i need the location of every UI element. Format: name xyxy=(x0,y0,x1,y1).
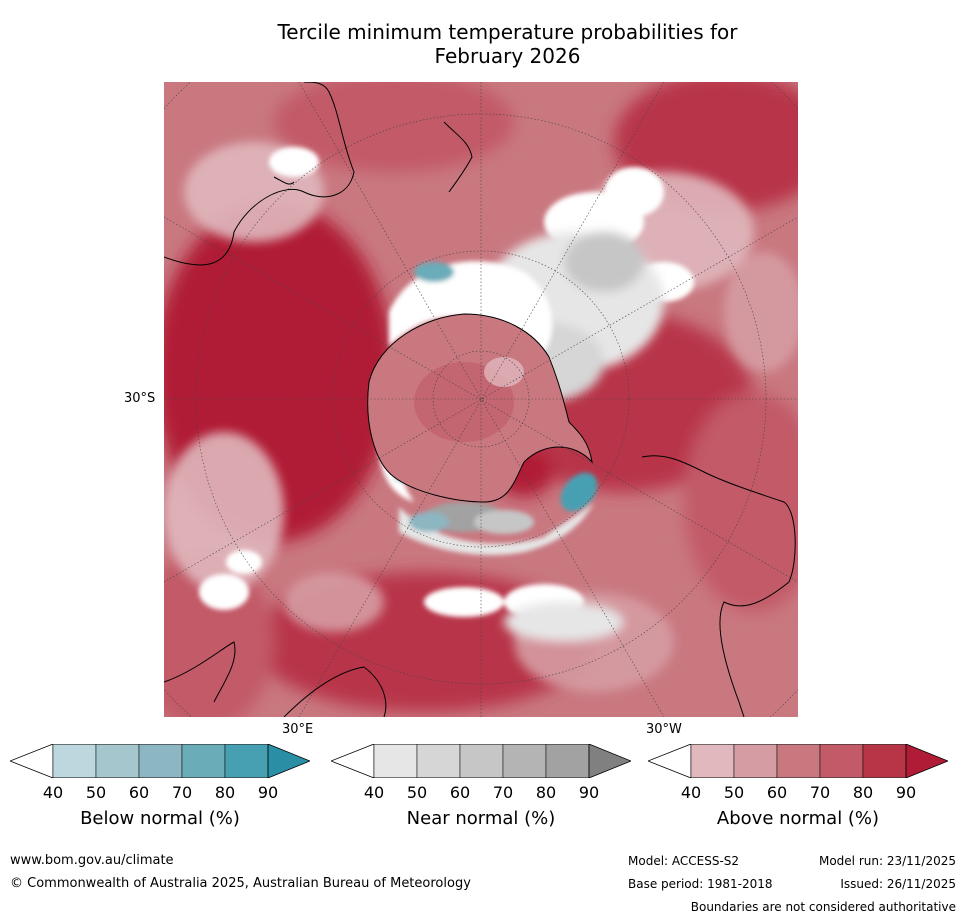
colorbar-below-normal xyxy=(10,744,310,778)
colorbar-segment xyxy=(95,744,140,778)
colorbar-tick-label: 70 xyxy=(171,783,193,802)
colorbar-segment xyxy=(545,744,590,778)
colorbar-segment xyxy=(181,744,226,778)
colorbar-tick-label: 90 xyxy=(257,783,279,802)
colorbar-segment xyxy=(373,744,418,778)
title-line-1: Tercile minimum temperature probabilitie… xyxy=(277,20,738,44)
colorbar-segment xyxy=(138,744,183,778)
colorbar-tick-label: 40 xyxy=(363,783,385,802)
colorbar-tick-label: 70 xyxy=(809,783,831,802)
colorbar-tick-label: 70 xyxy=(492,783,514,802)
colorbar-tick-label: 40 xyxy=(42,783,64,802)
map-title: Tercile minimum temperature probabilitie… xyxy=(160,20,855,68)
colorbar-segment xyxy=(690,744,735,778)
above-normal-label: Above normal (%) xyxy=(716,808,880,829)
colorbar-segment xyxy=(819,744,864,778)
lat-label-30s: 30°S xyxy=(124,391,156,406)
near-normal-label: Near normal (%) xyxy=(406,808,556,829)
colorbar-segment xyxy=(862,744,907,778)
colorbar-tick-label: 50 xyxy=(406,783,428,802)
lon-label-30e: 30°E xyxy=(282,722,314,737)
model-run-text: Model run: 23/11/2025 xyxy=(818,854,956,868)
copyright-text: © Commonwealth of Australia 2025, Austra… xyxy=(10,876,471,891)
colorbar-over-triangle xyxy=(588,744,631,778)
below-normal-label: Below normal (%) xyxy=(80,808,240,829)
colorbar-tick-label: 60 xyxy=(128,783,150,802)
colorbar-tick-label: 80 xyxy=(214,783,236,802)
colorbar-segment xyxy=(416,744,461,778)
colorbar-under-triangle xyxy=(10,744,54,778)
colorbar-segment xyxy=(776,744,821,778)
graticule xyxy=(164,82,798,717)
colorbar-under-triangle xyxy=(331,744,375,778)
website-link[interactable]: www.bom.gov.au/climate xyxy=(10,853,174,868)
colorbar-tick-label: 50 xyxy=(85,783,107,802)
colorbar-segment xyxy=(733,744,778,778)
colorbar-under-triangle xyxy=(648,744,692,778)
colorbar-tick-label: 60 xyxy=(766,783,788,802)
colorbar-tick-label: 40 xyxy=(680,783,702,802)
colorbar-over-triangle xyxy=(905,744,948,778)
colorbar-segment xyxy=(52,744,97,778)
colorbar-segment xyxy=(224,744,269,778)
colorbar-tick-label: 90 xyxy=(895,783,917,802)
colorbar-segment xyxy=(459,744,504,778)
map-canvas xyxy=(164,82,798,717)
base-period-text: Base period: 1981-2018 xyxy=(628,877,773,891)
colorbar-tick-label: 90 xyxy=(578,783,600,802)
colorbar-over-triangle xyxy=(267,744,310,778)
probability-map xyxy=(164,82,798,717)
title-line-2: February 2026 xyxy=(434,44,581,68)
issued-text: Issued: 26/11/2025 xyxy=(840,877,956,891)
colorbar-tick-label: 80 xyxy=(535,783,557,802)
disclaimer-text: Boundaries are not considered authoritat… xyxy=(690,900,956,914)
colorbar-tick-label: 80 xyxy=(852,783,874,802)
colorbar-segment xyxy=(502,744,547,778)
model-text: Model: ACCESS-S2 xyxy=(628,854,740,868)
colorbar-near-normal xyxy=(331,744,631,778)
colorbar-tick-label: 50 xyxy=(723,783,745,802)
lon-label-30w: 30°W xyxy=(646,722,682,737)
coastlines xyxy=(164,82,796,717)
colorbar-above-normal xyxy=(648,744,948,778)
colorbar-tick-label: 60 xyxy=(449,783,471,802)
